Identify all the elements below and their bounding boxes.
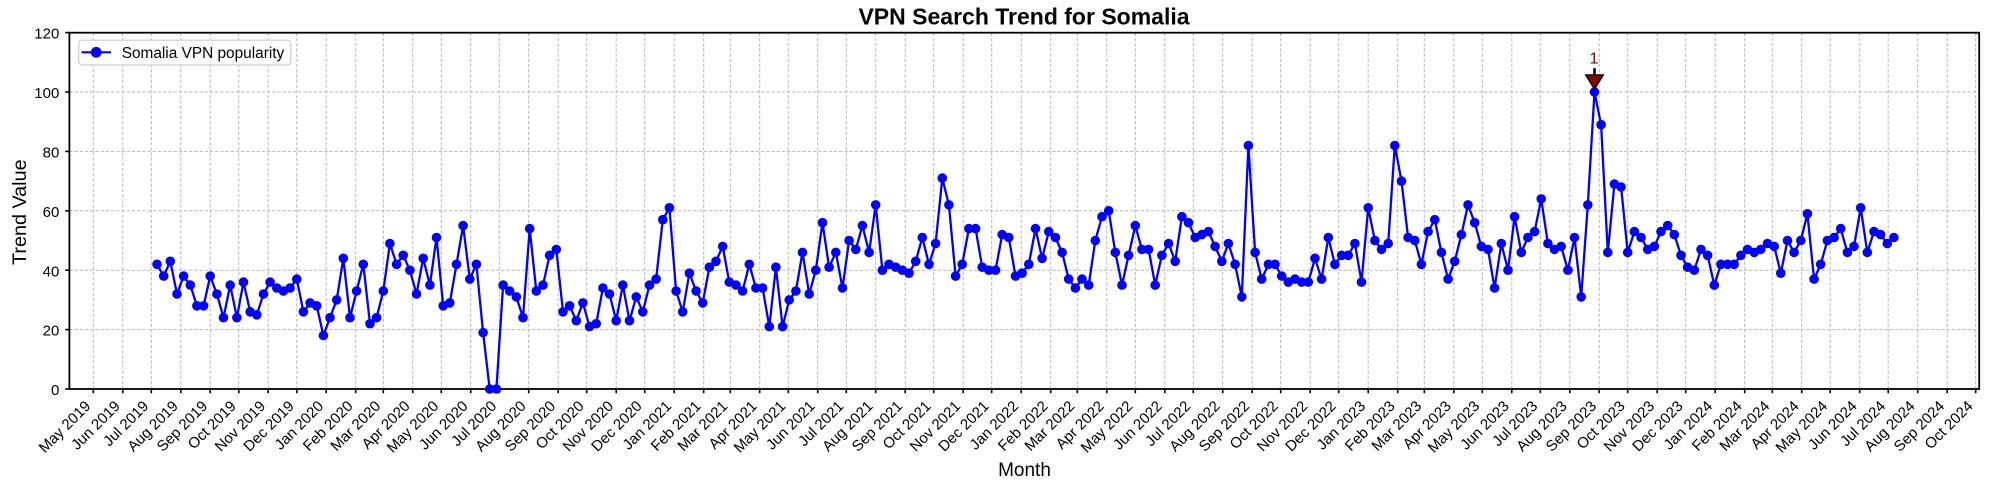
svg-text:Trend Value: Trend Value (9, 159, 31, 265)
svg-text:120: 120 (34, 26, 59, 43)
svg-text:100: 100 (34, 85, 59, 102)
svg-text:20: 20 (43, 323, 60, 340)
svg-text:Month: Month (998, 460, 1051, 481)
svg-text:60: 60 (43, 204, 60, 221)
svg-text:1: 1 (1590, 51, 1599, 68)
svg-text:VPN Search Trend for Somalia: VPN Search Trend for Somalia (858, 3, 1189, 29)
svg-text:0: 0 (51, 382, 59, 399)
svg-text:Somalia VPN popularity: Somalia VPN popularity (122, 45, 285, 62)
svg-text:80: 80 (43, 145, 60, 162)
svg-text:40: 40 (43, 263, 60, 280)
